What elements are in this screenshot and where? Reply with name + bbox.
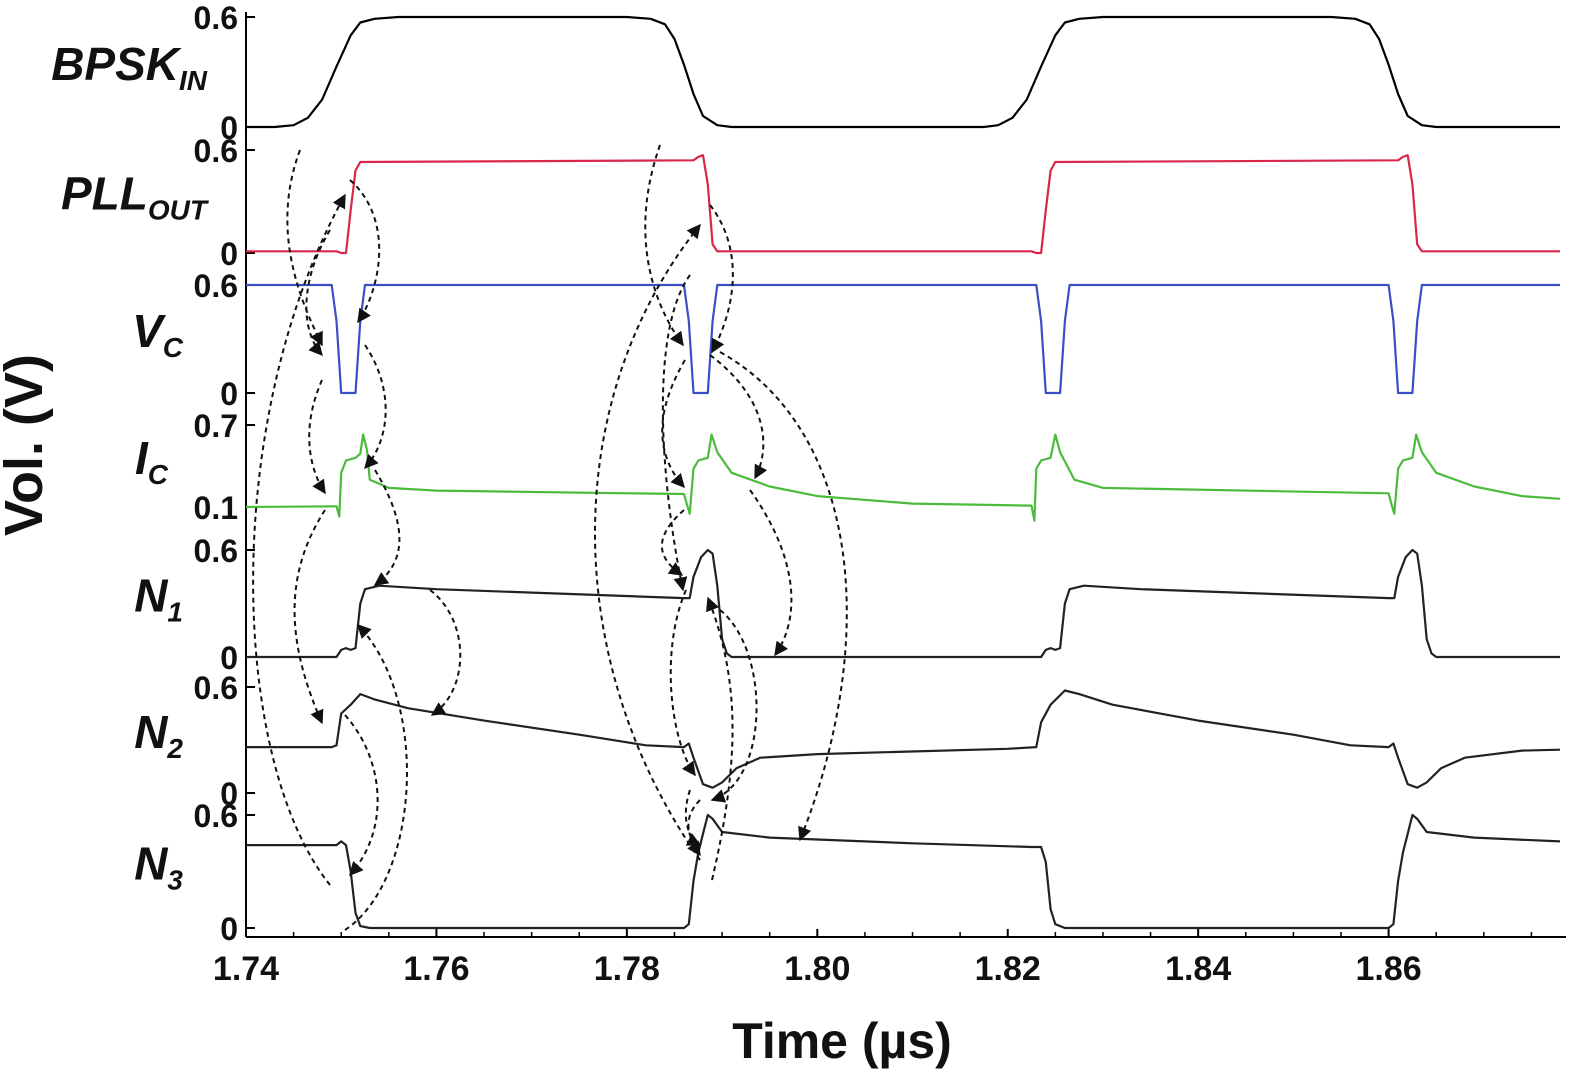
y-tick-label: 0 <box>220 640 238 676</box>
causal-arrow <box>286 149 323 347</box>
series-label-main: PLL <box>61 168 148 220</box>
series-label-main: N <box>134 706 168 758</box>
causal-arrow <box>706 596 734 881</box>
series-label-main: N <box>134 570 168 622</box>
y-tick-label: 0.6 <box>194 268 238 304</box>
x-axis-title: Time (µs) <box>732 1013 952 1069</box>
causal-arrow <box>344 623 408 931</box>
y-tick-label: 0.1 <box>194 490 238 526</box>
series-label-subscript: C <box>163 332 184 363</box>
series-line <box>245 433 1561 522</box>
causal-arrow <box>594 223 701 861</box>
series-label-subscript: OUT <box>148 195 210 226</box>
causal-arrow <box>709 354 768 480</box>
series-line <box>246 154 1560 255</box>
series-line <box>246 689 1561 789</box>
causal-arrow <box>293 509 326 725</box>
series-label: BPSKIN <box>51 38 208 96</box>
series-label: VC <box>132 305 184 363</box>
causal-arrow <box>252 193 346 886</box>
y-tick-label: 0 <box>220 776 238 812</box>
y-tick-label: 0.7 <box>194 408 238 444</box>
y-tick-label: 0 <box>220 911 238 947</box>
series-line <box>246 15 1560 129</box>
series-label-subscript: 2 <box>166 733 183 764</box>
series-label-subscript: IN <box>179 65 208 96</box>
causal-arrow <box>719 351 848 842</box>
causal-arrow <box>749 489 793 657</box>
series-label-subscript: 3 <box>167 865 183 896</box>
causal-arrow <box>429 589 462 716</box>
series-label-main: BPSK <box>51 38 182 90</box>
causal-arrows <box>252 144 848 931</box>
series-label: IC <box>135 432 169 490</box>
x-tick-label: 1.84 <box>1165 950 1231 988</box>
causal-arrow <box>373 469 401 586</box>
series-label: N2 <box>134 706 183 764</box>
y-axis-title: Vol. (V) <box>0 354 54 536</box>
causal-arrow <box>364 344 387 470</box>
series-label: PLLOUT <box>61 168 210 226</box>
series-line <box>246 548 1560 659</box>
x-tick-label: 1.78 <box>594 950 660 988</box>
causal-arrow <box>687 799 701 857</box>
causal-arrow <box>308 379 326 495</box>
x-tick-label: 1.80 <box>784 950 850 988</box>
series-label: N3 <box>134 838 183 896</box>
causal-arrow <box>669 589 696 777</box>
series-label-subscript: 1 <box>167 597 183 628</box>
causal-arrow <box>344 714 379 877</box>
causal-arrow <box>684 789 702 846</box>
series-label-main: V <box>132 305 166 357</box>
y-tick-label: 0 <box>220 376 238 412</box>
causal-arrow <box>709 204 734 354</box>
y-tick-label: 0 <box>220 236 238 272</box>
y-tick-label: 0.6 <box>194 670 238 706</box>
x-tick-label: 1.76 <box>403 950 469 988</box>
causal-arrow <box>661 274 691 592</box>
causal-arrow <box>661 509 685 576</box>
series-line <box>246 283 1560 395</box>
causal-arrow <box>305 229 331 357</box>
x-tick-label: 1.82 <box>975 950 1041 988</box>
series-label-main: I <box>135 432 149 484</box>
x-tick-label: 1.86 <box>1356 950 1422 988</box>
y-tick-label: 0 <box>220 110 238 146</box>
y-tick-label: 0.6 <box>194 133 238 169</box>
causal-arrow <box>661 359 686 489</box>
y-tick-label: 0.6 <box>194 533 238 569</box>
causal-arrow <box>710 609 758 803</box>
x-tick-label: 1.74 <box>213 950 279 988</box>
series-line <box>246 813 1561 930</box>
causal-arrow <box>349 179 381 324</box>
causal-arrow <box>644 144 684 347</box>
series-label-subscript: C <box>148 459 169 490</box>
y-tick-label: 0.6 <box>194 0 238 36</box>
series-label-main: N <box>134 838 168 890</box>
series-label: N1 <box>134 570 183 628</box>
y-tick-label: 0.6 <box>194 798 238 834</box>
